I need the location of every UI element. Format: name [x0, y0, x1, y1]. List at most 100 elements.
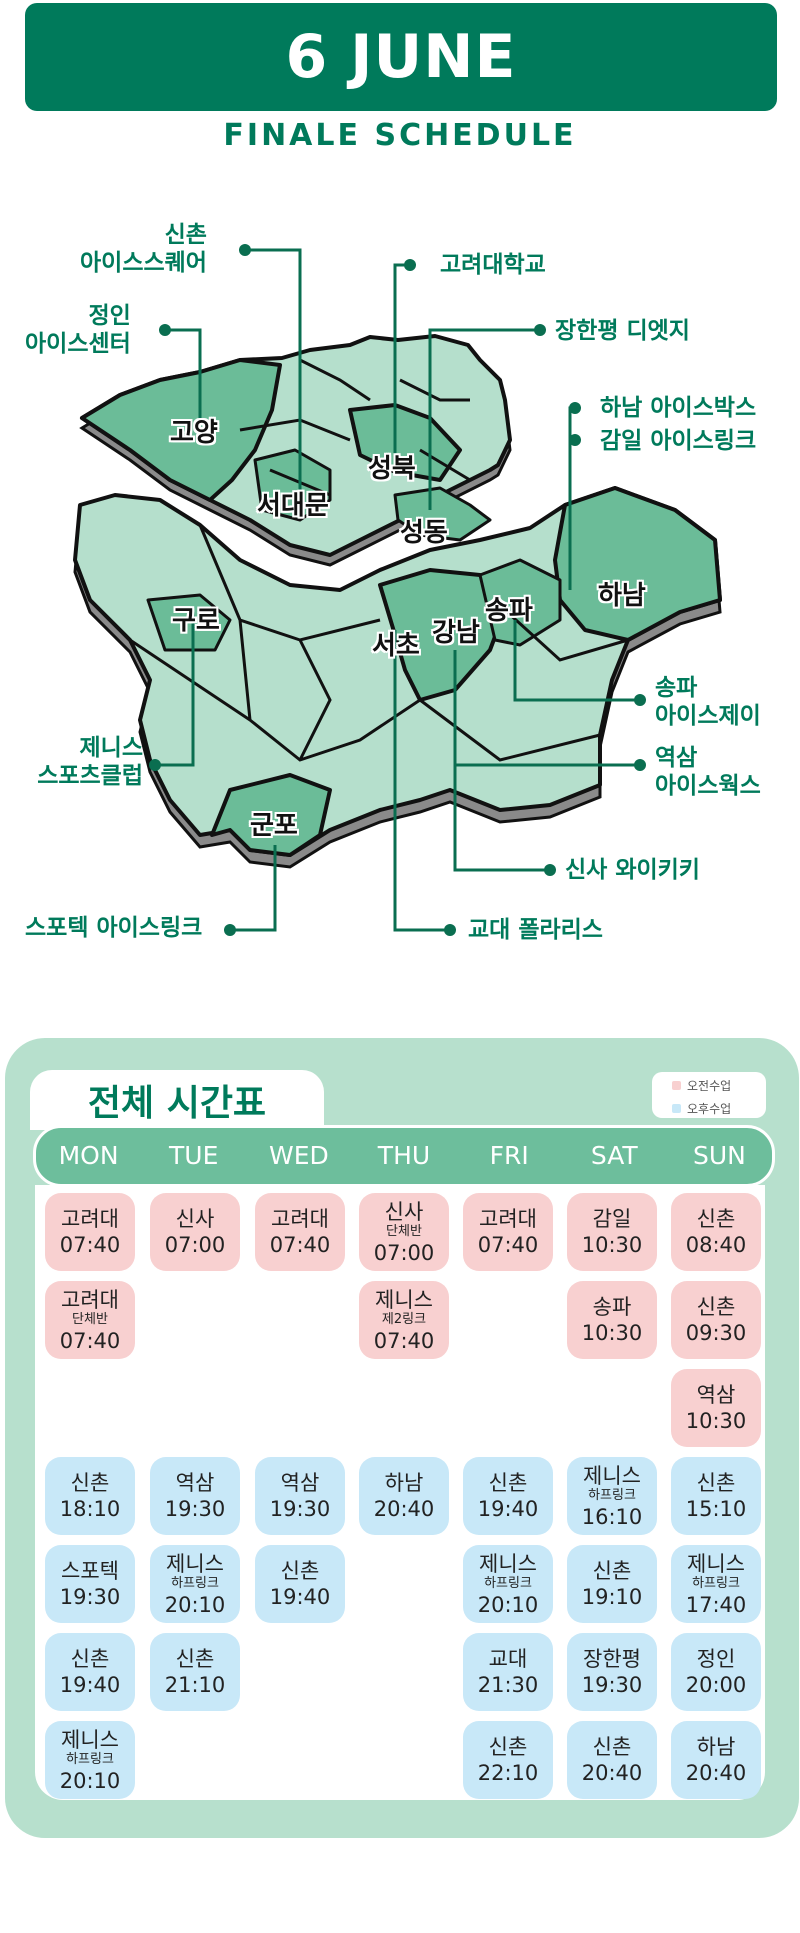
district-hanam: 하남 [598, 581, 646, 611]
class-time: 22:10 [477, 1761, 539, 1785]
page-subtitle: FINALE SCHEDULE [223, 118, 577, 153]
class-card: 신촌 19:10 [567, 1545, 657, 1623]
district-songpa: 송파 [485, 596, 533, 626]
class-card: 제니스 하프링크 20:10 [150, 1545, 240, 1623]
class-card: 스포텍 19:30 [45, 1545, 135, 1623]
class-time: 09:30 [685, 1321, 747, 1345]
class-rink: 제니스 [583, 1463, 641, 1488]
class-time: 07:00 [164, 1233, 226, 1257]
class-time: 20:10 [59, 1768, 121, 1793]
class-card: 신촌 18:10 [45, 1457, 135, 1535]
day-thu: THU [377, 1141, 431, 1170]
class-rink: 제니스 [61, 1727, 119, 1752]
rink-label-jenis: 제니스 스포츠클럽 [37, 735, 143, 789]
district-seocho: 서초 [372, 631, 420, 661]
class-rink: 스포텍 [61, 1559, 119, 1583]
class-card: 제니스 제2링크 07:40 [359, 1281, 449, 1359]
seoul-map [73, 244, 722, 936]
class-card: 역삼 19:30 [255, 1457, 345, 1535]
class-time: 20:10 [477, 1592, 539, 1617]
class-time: 07:40 [269, 1233, 331, 1257]
class-rink: 하남 [696, 1735, 736, 1759]
timetable-title: 전체 시간표 [30, 1070, 324, 1130]
class-subtitle: 하프링크 [66, 1751, 114, 1767]
rink-label-spotek: 스포텍 아이스링크 [25, 915, 203, 941]
class-card: 신촌 20:40 [567, 1721, 657, 1799]
class-rink: 역삼 [280, 1471, 320, 1495]
district-goyang: 고양 [170, 418, 218, 448]
district-seongbuk: 성북 [368, 454, 416, 484]
class-time: 10:30 [685, 1409, 747, 1433]
class-rink: 신촌 [175, 1647, 215, 1671]
class-time: 10:30 [581, 1233, 643, 1257]
class-rink: 신촌 [280, 1559, 320, 1583]
class-card: 제니스 하프링크 20:10 [463, 1545, 553, 1623]
class-time: 19:30 [581, 1673, 643, 1697]
district-gangnam: 강남 [432, 618, 480, 648]
day-tue: TUE [169, 1141, 219, 1170]
class-rink: 감일 [592, 1207, 632, 1231]
district-seodaemun: 서대문 [257, 491, 329, 521]
pm-swatch [672, 1103, 681, 1113]
class-time: 16:10 [581, 1504, 643, 1529]
class-rink: 장한평 [583, 1647, 641, 1671]
class-card: 역삼 10:30 [671, 1369, 761, 1447]
timetable-panel: 고려대 07:40 고려대 단체반 07:40 신사 07:00 고려대 07:40 신사 단체반 0… [35, 1185, 765, 1800]
rink-label-hanam: 하남 아이스박스 [600, 395, 757, 421]
class-card: 신촌 19:40 [463, 1457, 553, 1535]
class-time: 08:40 [685, 1233, 747, 1257]
class-card: 고려대 07:40 [463, 1193, 553, 1271]
rink-label-sinsa: 신사 와이키키 [565, 857, 700, 883]
class-card: 제니스 하프링크 16:10 [567, 1457, 657, 1535]
class-rink: 신촌 [488, 1471, 528, 1495]
class-rink: 신사 [175, 1207, 215, 1231]
class-subtitle: 하프링크 [692, 1575, 740, 1591]
day-mon: MON [58, 1141, 119, 1170]
class-rink: 고려대 [479, 1207, 537, 1231]
class-time: 10:30 [581, 1321, 643, 1345]
class-time: 19:10 [581, 1585, 643, 1609]
class-time: 20:10 [164, 1592, 226, 1617]
class-rink: 제니스 [687, 1551, 745, 1576]
class-card: 신촌 19:40 [255, 1545, 345, 1623]
class-rink: 고려대 [61, 1207, 119, 1231]
class-time: 20:40 [685, 1761, 747, 1785]
class-card: 하남 20:40 [359, 1457, 449, 1535]
day-sat: SAT [590, 1141, 638, 1170]
class-rink: 역삼 [696, 1383, 736, 1407]
class-rink: 고려대 [61, 1287, 119, 1312]
class-card: 신촌 21:10 [150, 1633, 240, 1711]
class-card: 제니스 하프링크 17:40 [671, 1545, 761, 1623]
class-rink: 신촌 [696, 1295, 736, 1319]
rink-label-jeongin: 정인 아이스센터 [25, 303, 131, 357]
class-time: 20:00 [685, 1673, 747, 1697]
district-gunpo: 군포 [250, 811, 298, 841]
district-seongdong: 성동 [400, 518, 448, 548]
class-subtitle: 단체반 [386, 1223, 422, 1239]
class-card: 감일 10:30 [567, 1193, 657, 1271]
class-card: 신촌 09:30 [671, 1281, 761, 1359]
rink-label-gamil: 감일 아이스링크 [600, 428, 757, 454]
class-rink: 신촌 [696, 1207, 736, 1231]
class-card: 제니스 하프링크 20:10 [45, 1721, 135, 1799]
rink-label-korea-univ: 고려대학교 [440, 252, 546, 278]
class-rink: 신촌 [70, 1471, 110, 1495]
class-rink: 정인 [696, 1647, 736, 1671]
class-time: 19:30 [269, 1497, 331, 1521]
class-rink: 신촌 [488, 1735, 528, 1759]
class-subtitle: 하프링크 [171, 1575, 219, 1591]
rink-label-yeoksam: 역삼 아이스웍스 [655, 745, 761, 799]
class-card: 신촌 15:10 [671, 1457, 761, 1535]
class-card: 신사 단체반 07:00 [359, 1193, 449, 1271]
class-card: 하남 20:40 [671, 1721, 761, 1799]
class-time: 19:40 [59, 1673, 121, 1697]
legend: 오전수업 오후수업 [652, 1072, 766, 1118]
legend-am: 오전수업 [672, 1075, 766, 1095]
class-time: 07:40 [59, 1328, 121, 1353]
day-sun: SUN [692, 1141, 746, 1170]
rink-label-songpa: 송파 아이스제이 [655, 675, 761, 729]
class-time: 07:40 [59, 1233, 121, 1257]
district-guro: 구로 [172, 606, 220, 636]
class-card: 정인 20:00 [671, 1633, 761, 1711]
class-rink: 신사 [384, 1199, 424, 1224]
